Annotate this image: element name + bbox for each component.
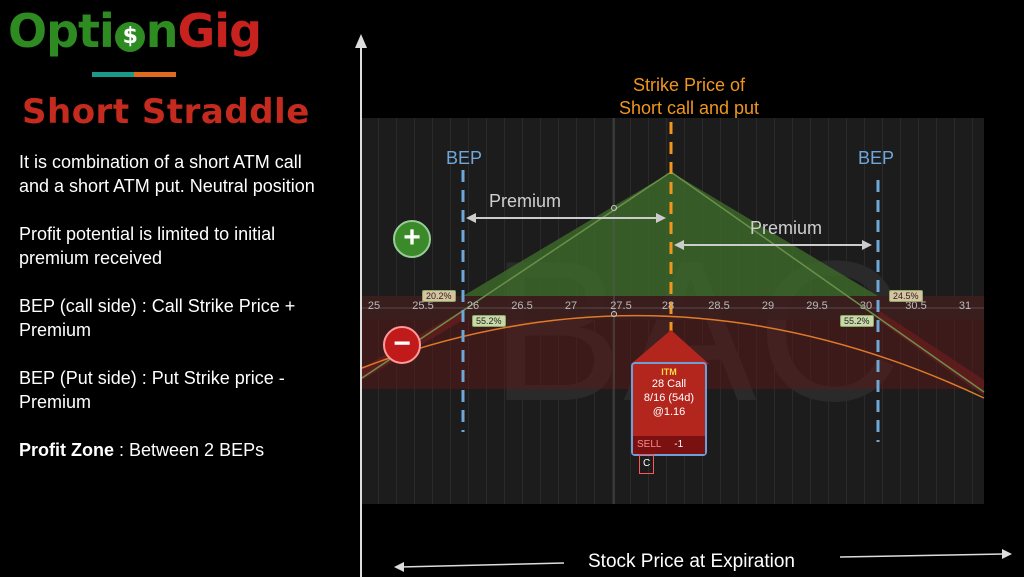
tick-label: 29.5 xyxy=(806,300,828,312)
tick-label: 27 xyxy=(564,300,578,312)
strike-price-label: Strike Price of Short call and put xyxy=(618,75,760,118)
profit-plus-icon: + xyxy=(393,220,431,258)
option-expiry: 8/16 (54d) xyxy=(643,392,695,404)
x-axis-right-line xyxy=(839,553,1005,558)
desc-profit-zone: Profit Zone : Between 2 BEPs xyxy=(19,440,265,460)
itm-badge: ITM xyxy=(661,367,677,377)
option-price: @1.16 xyxy=(652,406,686,418)
desc-bep-call: BEP (call side) : Call Strike Price + Pr… xyxy=(19,296,296,340)
dollar-coin-icon: $ xyxy=(114,22,145,52)
premium-left-label: Premium xyxy=(489,191,562,211)
x-axis-left-arrow xyxy=(394,562,404,572)
x-axis-right-arrow xyxy=(1002,549,1012,559)
today-curve xyxy=(361,314,985,399)
x-axis-left-line xyxy=(399,562,565,568)
premium-right-label: Premium xyxy=(750,218,823,238)
tick-label: 30.5 xyxy=(905,300,927,312)
tick-label: 28.5 xyxy=(708,300,730,312)
tick-label: 31 xyxy=(958,300,972,312)
x-axis-title: Stock Price at Expiration xyxy=(588,551,795,572)
tick-label: 25 xyxy=(367,300,381,312)
card-pointer xyxy=(631,330,709,364)
prob-tag: 20.2% xyxy=(422,290,456,302)
prob-tag: 55.2% xyxy=(840,315,874,327)
option-contract: 28 Call xyxy=(651,378,687,390)
tick-label: 28 xyxy=(661,300,675,312)
quantity-value[interactable]: -1 xyxy=(674,439,684,450)
option-type-toggle[interactable]: C xyxy=(639,454,655,474)
tick-label: 26.5 xyxy=(511,300,533,312)
description: It is combination of a short ATM call an… xyxy=(19,150,319,486)
loss-wing-right xyxy=(878,310,984,396)
desc-profit-potential: Profit potential is limited to initial p… xyxy=(19,224,276,268)
desc-bep-put: BEP (Put side) : Put Strike price - Prem… xyxy=(19,368,285,412)
prob-tag: 24.5% xyxy=(889,290,923,302)
logo-underline xyxy=(92,72,176,77)
tick-label: 27.5 xyxy=(610,300,632,312)
bep-right-label: BEP xyxy=(858,148,895,168)
bep-left-label: BEP xyxy=(446,148,483,168)
tick-label: 29 xyxy=(761,300,775,312)
optiongig-logo: Opti $ nGig xyxy=(8,4,262,58)
tick-label: 25.5 xyxy=(412,300,434,312)
page-title: Short Straddle xyxy=(22,92,310,132)
loss-minus-icon: − xyxy=(383,326,421,364)
current-price-marker xyxy=(611,205,617,211)
sell-label[interactable]: SELL xyxy=(637,439,662,450)
desc-definition: It is combination of a short ATM call an… xyxy=(19,152,315,196)
y-axis-arrow xyxy=(355,34,367,48)
tick-label: 30 xyxy=(859,300,873,312)
tick-label: 26 xyxy=(466,300,480,312)
option-order-row: SELL -1 C xyxy=(633,436,705,474)
prob-tag: 55.2% xyxy=(472,315,506,327)
option-position-card[interactable]: ITM 28 Call 8/16 (54d) @1.16 SELL -1 C xyxy=(631,362,707,474)
current-price-zero-marker xyxy=(611,311,617,317)
